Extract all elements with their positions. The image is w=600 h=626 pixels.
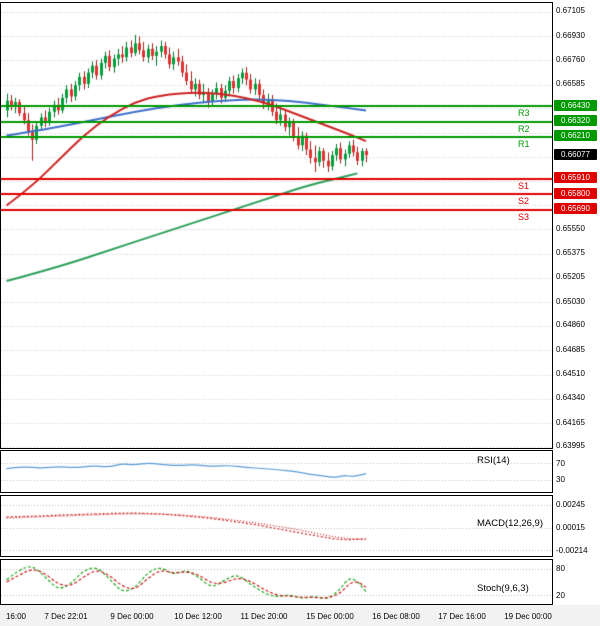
time-axis-label: 15 Dec 00:00 bbox=[306, 612, 354, 621]
rsi-panel bbox=[0, 450, 553, 493]
time-axis-label: 10 Dec 12:00 bbox=[174, 612, 222, 621]
support-price-tag: 0.65800 bbox=[554, 187, 597, 199]
indicator-axis-label: -0.00214 bbox=[556, 545, 588, 555]
price-axis-label: 0.64165 bbox=[556, 417, 585, 427]
support-price-tag: 0.65690 bbox=[554, 203, 597, 215]
resistance-price-tag: 0.66320 bbox=[554, 115, 597, 127]
price-axis-label: 0.67105 bbox=[556, 6, 585, 16]
stoch-panel bbox=[0, 559, 553, 605]
price-axis-label: 0.66930 bbox=[556, 30, 585, 40]
macd-indicator-label: MACD(12,26,9) bbox=[477, 518, 543, 529]
resistance-label: R3 bbox=[518, 108, 530, 119]
macd-panel bbox=[0, 495, 553, 557]
time-axis-label: 19 Dec 00:00 bbox=[504, 612, 552, 621]
resistance-price-tag: 0.66210 bbox=[554, 130, 597, 142]
price-axis-label: 0.63995 bbox=[556, 441, 585, 451]
time-axis-label: 9 Dec 00:00 bbox=[110, 612, 154, 621]
price-axis-label: 0.64685 bbox=[556, 344, 585, 354]
price-axis-label: 0.64510 bbox=[556, 369, 585, 379]
macd-canvas bbox=[1, 496, 552, 556]
main-chart-panel bbox=[0, 2, 553, 449]
rsi-canvas bbox=[1, 451, 552, 492]
price-axis-label: 0.66585 bbox=[556, 79, 585, 89]
price-axis-label: 0.64340 bbox=[556, 393, 585, 403]
price-axis-label: 0.65550 bbox=[556, 223, 585, 233]
indicator-axis-label: 30 bbox=[556, 475, 565, 485]
price-axis-label: 0.65030 bbox=[556, 296, 585, 306]
price-axis-label: 0.65205 bbox=[556, 272, 585, 282]
rsi-indicator-label: RSI(14) bbox=[477, 455, 510, 466]
price-axis-label: 0.66760 bbox=[556, 54, 585, 64]
current-price-tag: 0.66077 bbox=[554, 149, 597, 161]
stoch-indicator-label: Stoch(9,6,3) bbox=[477, 583, 529, 594]
time-axis: 16:00 7 Dec 22:01 9 Dec 00:00 10 Dec 12:00 1… bbox=[0, 605, 600, 626]
indicator-axis-label: 20 bbox=[556, 590, 565, 600]
stoch-canvas bbox=[1, 560, 552, 604]
time-axis-label: 11 Dec 20:00 bbox=[240, 612, 288, 621]
indicator-axis-label: 70 bbox=[556, 458, 565, 468]
price-axis-label: 0.65375 bbox=[556, 248, 585, 258]
candlestick-canvas bbox=[1, 3, 552, 448]
time-axis-label: 7 Dec 22:01 bbox=[44, 612, 88, 621]
resistance-price-tag: 0.66430 bbox=[554, 99, 597, 111]
support-label: S3 bbox=[518, 211, 530, 222]
indicator-axis-label: 0.00245 bbox=[556, 500, 585, 509]
time-axis-label: 16 Dec 08:00 bbox=[372, 612, 420, 621]
resistance-label: R1 bbox=[518, 138, 530, 149]
support-label: S1 bbox=[518, 180, 530, 191]
indicator-axis-label: 0.00015 bbox=[556, 523, 585, 532]
indicator-axis-label: 80 bbox=[556, 564, 565, 574]
support-price-tag: 0.65910 bbox=[554, 172, 597, 184]
support-label: S2 bbox=[518, 196, 530, 207]
time-axis-label: 17 Dec 16:00 bbox=[438, 612, 486, 621]
price-axis-label: 0.64860 bbox=[556, 320, 585, 330]
time-axis-label: 16:00 bbox=[5, 612, 27, 621]
resistance-label: R2 bbox=[518, 123, 530, 134]
